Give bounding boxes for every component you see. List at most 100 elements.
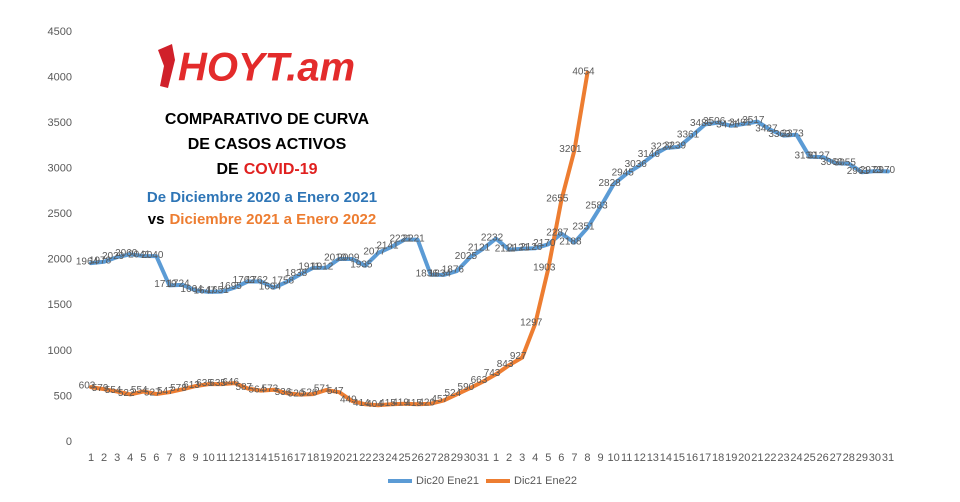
data-label: 1911 — [298, 262, 320, 273]
x-tick-label: 8 — [179, 452, 185, 464]
data-label: 2041 — [128, 250, 151, 261]
data-label: 554 — [131, 385, 148, 396]
series-line — [89, 70, 590, 408]
data-label: 3146 — [638, 149, 661, 160]
y-tick-label: 1500 — [48, 299, 72, 311]
data-label: 415 — [405, 398, 422, 409]
data-label: 2025 — [455, 251, 478, 262]
data-label: 613 — [183, 380, 200, 391]
data-label: 1664 — [180, 284, 203, 295]
data-label: 3491 — [729, 118, 752, 129]
x-tick-label: 3 — [519, 452, 525, 464]
data-label: 843 — [497, 359, 514, 370]
data-label: 2945 — [612, 167, 635, 178]
y-tick-label: 3000 — [48, 163, 72, 175]
data-label: 414 — [353, 398, 370, 409]
x-tick-label: 15 — [268, 452, 280, 464]
x-tick-label: 3 — [114, 452, 120, 464]
x-tick-label: 27 — [425, 452, 437, 464]
x-tick-label: 31 — [477, 452, 489, 464]
legend-label: Dic21 Ene22 — [514, 475, 577, 487]
x-tick-label: 24 — [385, 452, 397, 464]
y-tick-label: 1000 — [48, 345, 72, 357]
data-label: 578 — [170, 383, 187, 394]
data-label: 554 — [105, 385, 122, 396]
data-label: 2010 — [324, 253, 347, 264]
x-tick-label: 18 — [712, 452, 724, 464]
subtitle: vs Diciembre 2021 a Enero 2022 — [148, 211, 376, 228]
data-label: 1297 — [520, 317, 543, 328]
data-label: 547 — [327, 386, 344, 397]
x-tick-label: 29 — [451, 452, 463, 464]
y-tick-label: 4500 — [48, 26, 72, 38]
data-label: 3201 — [559, 144, 582, 155]
data-label: 573 — [262, 383, 279, 394]
logo: HOYT.am — [178, 46, 355, 90]
data-label: 420 — [418, 397, 435, 408]
y-tick-label: 2000 — [48, 254, 72, 266]
data-label: 3239 — [664, 141, 687, 152]
data-label: 2232 — [481, 232, 504, 243]
data-label: 2126 — [520, 242, 543, 253]
data-label: 547 — [157, 386, 174, 397]
x-tick-label: 28 — [438, 452, 450, 464]
data-label: 2170 — [533, 238, 556, 249]
x-tick-label: 30 — [464, 452, 476, 464]
x-tick-label: 28 — [843, 452, 855, 464]
data-label: 1978 — [89, 255, 112, 266]
x-tick-label: 25 — [398, 452, 410, 464]
x-tick-label: 16 — [281, 452, 293, 464]
data-label: 3227 — [651, 142, 674, 153]
x-tick-label: 24 — [790, 452, 802, 464]
data-label: 3060 — [821, 157, 844, 168]
data-label: 564 — [249, 384, 266, 395]
x-tick-label: 2 — [506, 452, 512, 464]
data-label: 2287 — [546, 227, 569, 238]
x-tick-label: 22 — [764, 452, 776, 464]
x-tick-label: 26 — [412, 452, 424, 464]
legend-label: Dic20 Ene21 — [416, 475, 479, 487]
data-label: 1695 — [220, 281, 243, 292]
x-tick-label: 12 — [229, 452, 241, 464]
x-tick-label: 10 — [202, 452, 214, 464]
data-label: 571 — [314, 384, 331, 395]
x-tick-label: 14 — [660, 452, 672, 464]
x-tick-label: 1 — [88, 452, 94, 464]
data-label: 527 — [144, 388, 161, 399]
data-label: 927 — [510, 351, 527, 362]
x-tick-label: 7 — [571, 452, 577, 464]
y-tick-label: 500 — [54, 390, 72, 402]
data-label: 1838 — [285, 268, 308, 279]
data-label: 635 — [209, 378, 226, 389]
x-tick-label: 16 — [686, 452, 698, 464]
x-tick-label: 26 — [817, 452, 829, 464]
data-label: 2970 — [873, 165, 896, 176]
x-tick-label: 29 — [856, 452, 868, 464]
data-label: 3506 — [703, 116, 726, 127]
x-tick-label: 12 — [634, 452, 646, 464]
x-tick-label: 5 — [140, 452, 146, 464]
x-tick-label: 6 — [558, 452, 564, 464]
data-label: 449 — [340, 395, 357, 406]
data-label: 3517 — [742, 115, 765, 126]
x-tick-label: 19 — [320, 452, 332, 464]
data-label: 526 — [301, 388, 318, 399]
x-tick-label: 17 — [699, 452, 711, 464]
data-label: 1935 — [350, 259, 373, 270]
data-label: 3486 — [690, 118, 713, 129]
data-label: 1834 — [429, 269, 452, 280]
data-label: 522 — [118, 388, 135, 399]
data-label: 2655 — [546, 194, 569, 205]
x-tick-label: 20 — [333, 452, 345, 464]
data-label: 3055 — [834, 157, 857, 168]
data-label: 520 — [288, 388, 305, 399]
data-label: 635 — [196, 378, 213, 389]
x-tick-label: 11 — [621, 452, 632, 464]
x-tick-label: 13 — [647, 452, 659, 464]
data-label: 3373 — [781, 128, 804, 139]
data-label: 3130 — [794, 150, 817, 161]
data-label: 646 — [222, 377, 239, 388]
data-label: 2961 — [847, 166, 870, 177]
x-tick-label: 1 — [493, 452, 499, 464]
data-label: 415 — [379, 398, 396, 409]
